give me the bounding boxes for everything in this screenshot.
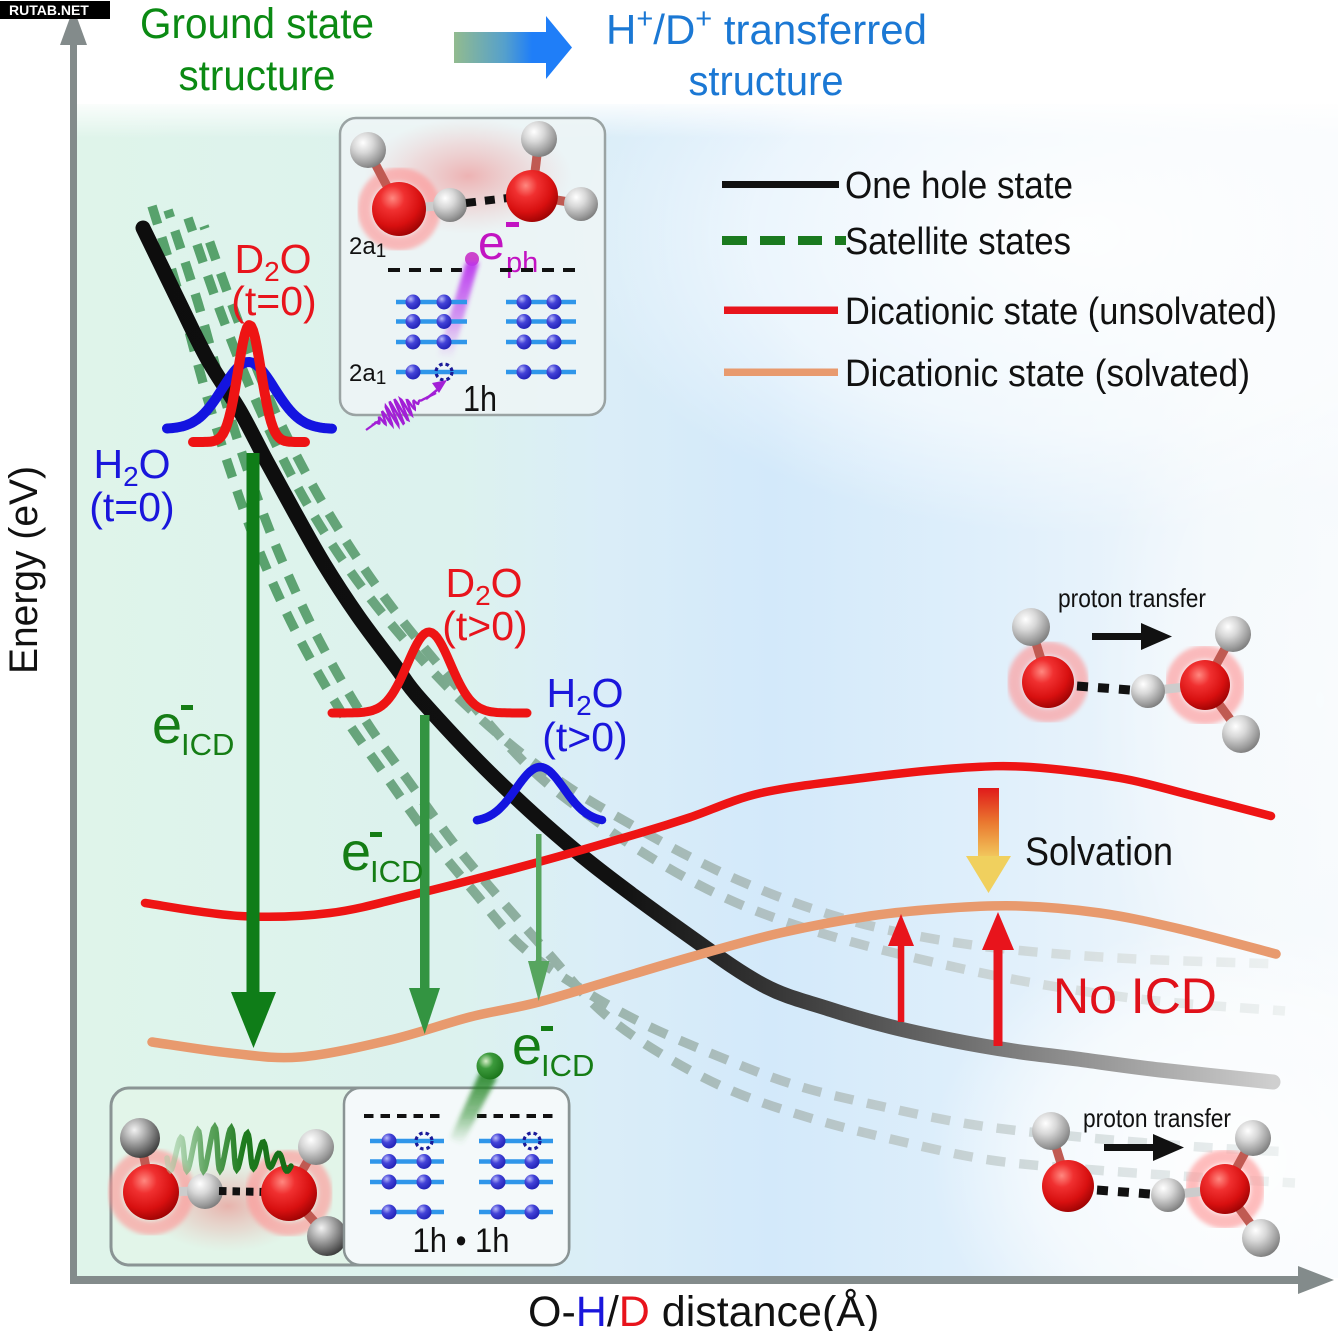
- svg-text:Dicationic state (unsolvated): Dicationic state (unsolvated): [845, 291, 1277, 333]
- svg-text:ICD: ICD: [370, 854, 423, 889]
- svg-text:proton transfer: proton transfer: [1058, 583, 1206, 613]
- svg-text:H+/D+ transferred: H+/D+ transferred: [606, 3, 927, 53]
- svg-text:1h: 1h: [463, 378, 497, 419]
- svg-text:Solvation: Solvation: [1025, 830, 1173, 874]
- svg-text:Satellite states: Satellite states: [845, 221, 1071, 263]
- svg-text:(t=0): (t=0): [89, 484, 174, 530]
- svg-text:(t>0): (t>0): [542, 714, 627, 760]
- svg-text:ph: ph: [506, 247, 538, 279]
- svg-text:ICD: ICD: [181, 727, 234, 762]
- svg-text:O-H/D distance(Å): O-H/D distance(Å): [528, 1288, 879, 1331]
- svg-text:Dicationic state (solvated): Dicationic state (solvated): [845, 353, 1250, 395]
- svg-text:structure: structure: [179, 52, 336, 100]
- svg-text:e: e: [341, 822, 371, 882]
- svg-text:(t=0): (t=0): [231, 278, 316, 324]
- svg-text:1h • 1h: 1h • 1h: [413, 1222, 510, 1260]
- svg-text:structure: structure: [689, 57, 844, 104]
- svg-text:RUTAB.NET: RUTAB.NET: [9, 2, 89, 18]
- svg-text:e: e: [512, 1016, 542, 1076]
- svg-text:(t>0): (t>0): [442, 603, 527, 649]
- svg-text:e: e: [478, 217, 505, 270]
- svg-text:No ICD: No ICD: [1053, 968, 1217, 1024]
- svg-text:e: e: [152, 695, 182, 755]
- svg-text:Ground state: Ground state: [140, 0, 374, 48]
- svg-text:Energy (eV): Energy (eV): [2, 466, 46, 674]
- svg-text:ICD: ICD: [541, 1048, 594, 1083]
- svg-text:proton transfer: proton transfer: [1083, 1103, 1231, 1133]
- svg-text:One hole state: One hole state: [845, 165, 1073, 207]
